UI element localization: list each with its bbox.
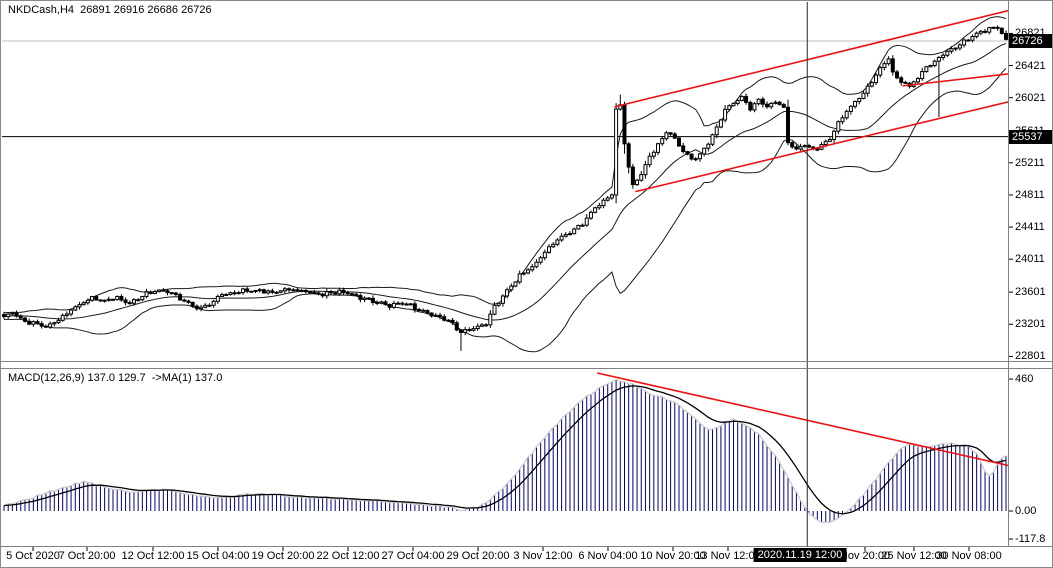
time-tick-label: 29 Oct 20:00 <box>446 550 510 562</box>
price-tick-label: 25211 <box>1015 156 1045 169</box>
hline-price-badge: 25537 <box>1009 129 1052 144</box>
time-tick-label: 3 Nov 12:00 <box>513 550 573 562</box>
time-tick-label: 19 Oct 20:00 <box>251 550 315 562</box>
time-tick-label: 30 Nov 08:00 <box>936 550 1002 562</box>
price-tick-label: 22801 <box>1015 350 1046 363</box>
time-tick-label: 27 Oct 04:00 <box>381 550 445 562</box>
time-axis[interactable]: 5 Oct 2020 7 Oct 20:00 12 Oct 12:00 15 Oct … <box>1 547 1052 567</box>
time-tick-label: 13 Nov 12:00 <box>695 550 761 562</box>
price-tick-label: 23601 <box>1015 286 1046 299</box>
bid-price-badge: 26726 <box>1009 34 1052 49</box>
price-tick-label: 23201 <box>1015 318 1046 331</box>
time-tick-label: 7 Oct 20:00 <box>58 550 116 562</box>
price-tick-label: 26421 <box>1015 59 1046 72</box>
macd-indicator-label: MACD(12,26,9) 137.0 129.7 ->MA(1) 137.0 <box>8 372 223 384</box>
macd-tick-label: -117.8 <box>1015 533 1046 545</box>
price-tick-label: 26021 <box>1015 91 1046 104</box>
time-tick-label: 5 Oct 2020 <box>6 550 60 562</box>
time-tick-label: 22 Oct 12:00 <box>316 550 380 562</box>
time-tick-label: 10 Nov 20:00 <box>640 550 706 562</box>
price-tick-label: 24411 <box>1015 221 1045 234</box>
price-axis[interactable]: 2682126421260212561125211248112441124011… <box>1009 1 1052 546</box>
symbol-ohlc-label: NKDCash,H4 26891 26916 26686 26726 <box>8 4 212 16</box>
price-tick-label: 24811 <box>1015 188 1045 201</box>
time-tick-label: 6 Nov 04:00 <box>578 550 638 562</box>
crosshair-time-badge: 2020.11.19 12:00 <box>753 548 847 562</box>
macd-tick-label: 460 <box>1015 373 1034 386</box>
time-tick-label: 25 Nov 12:00 <box>881 550 947 562</box>
time-tick-label: 12 Oct 12:00 <box>121 550 185 562</box>
price-tick-label: 24011 <box>1015 253 1045 266</box>
macd-tick-label: 0.00 <box>1015 505 1037 517</box>
time-tick-label: Nov 20:00 <box>839 550 891 562</box>
time-tick-label: 15 Oct 04:00 <box>186 550 250 562</box>
